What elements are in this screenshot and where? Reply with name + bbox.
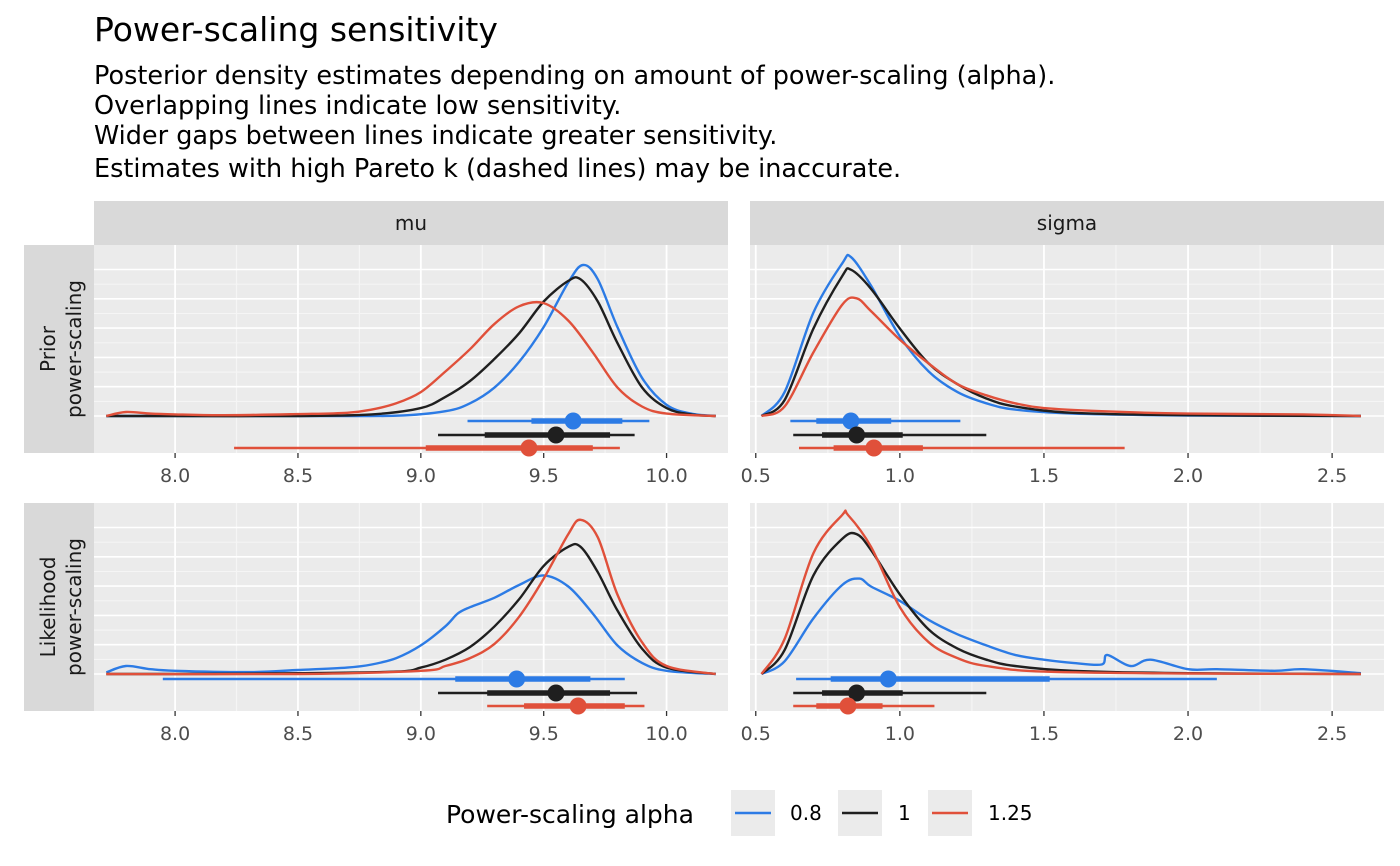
row-strip-label-line: Prior [36, 325, 60, 372]
interval-point-alpha-0.8 [842, 412, 860, 430]
density-line-alpha-1.25 [106, 518, 716, 676]
row-strip-0 [24, 245, 94, 453]
interval-point-alpha-1.25 [520, 439, 538, 457]
x-tick-label: 8.5 [283, 465, 313, 487]
row-strip-label-line: power-scaling [62, 280, 86, 418]
legend-title: Power-scaling alpha [446, 800, 694, 829]
x-tick-label: 1.5 [1029, 465, 1059, 487]
panel-mu-0: 8.0 8.5 9.0 9.5 10.0 [94, 245, 728, 487]
legend: Power-scaling alpha 0.8 1 1.25 [446, 790, 1033, 836]
x-tick-label: 9.0 [406, 465, 436, 487]
strip-label-mu: mu [395, 211, 427, 235]
x-tick-label: 1.0 [885, 723, 915, 745]
x-tick-label: 8.5 [283, 723, 313, 745]
x-tick-label: 2.0 [1173, 465, 1203, 487]
x-tick-label: 9.5 [529, 723, 559, 745]
x-tick-label: 2.0 [1173, 723, 1203, 745]
x-tick-label: 1.0 [885, 465, 915, 487]
chart-subtitle-line-1: Posterior density estimates depending on… [94, 61, 1055, 91]
panel-sigma-1: 0.5 1.0 1.5 2.0 2.5 [741, 503, 1384, 745]
chart-subtitle-line-3: Wider gaps between lines indicate greate… [94, 121, 777, 151]
chart-title: Power-scaling sensitivity [94, 10, 498, 49]
row-strip-label-1: Likelihood power-scaling [36, 538, 86, 676]
x-tick-label: 2.5 [1317, 723, 1347, 745]
interval-point-alpha-0.8 [879, 670, 897, 688]
interval-point-alpha-0.8 [508, 670, 526, 688]
panel-sigma-0: 0.5 1.0 1.5 2.0 2.5 [741, 245, 1384, 487]
legend-label: 1.25 [988, 801, 1033, 825]
interval-point-alpha-0.8 [564, 412, 582, 430]
interval-point-alpha-1 [848, 426, 866, 444]
density-line-alpha-1 [106, 276, 716, 418]
density-line-alpha-1.25 [106, 300, 716, 418]
x-tick-label: 9.0 [406, 723, 436, 745]
row-strip-label-line: power-scaling [62, 538, 86, 676]
interval-point-alpha-1 [547, 426, 565, 444]
x-tick-label: 0.5 [741, 465, 771, 487]
chart-subtitle-line-4: Estimates with high Pareto k (dashed lin… [94, 154, 901, 184]
density-line-alpha-1.25 [761, 296, 1361, 418]
x-tick-label: 8.0 [160, 723, 190, 745]
strip-label-sigma: sigma [1037, 211, 1097, 235]
strip-sigma [750, 201, 1384, 245]
panel-mu-1: 8.0 8.5 9.0 9.5 10.0 [94, 503, 728, 745]
x-tick-label: 10.0 [645, 723, 687, 745]
interval-point-alpha-1 [547, 684, 565, 702]
x-tick-label: 2.5 [1317, 465, 1347, 487]
row-strip-label-0: Prior power-scaling [36, 280, 86, 418]
strip-mu [94, 201, 728, 245]
density-line-alpha-0.8 [760, 577, 1361, 676]
x-tick-label: 8.0 [160, 465, 190, 487]
x-tick-label: 0.5 [741, 723, 771, 745]
density-line-alpha-1.25 [760, 509, 1361, 676]
row-strip-1 [24, 503, 94, 711]
legend-entry-1: 1 [838, 790, 911, 836]
row-strip-label-line: Likelihood [36, 557, 60, 658]
interval-point-alpha-1 [848, 684, 866, 702]
legend-label: 0.8 [790, 801, 822, 825]
x-tick-label: 10.0 [645, 465, 687, 487]
x-tick-label: 9.5 [529, 465, 559, 487]
interval-point-alpha-1.25 [865, 439, 883, 457]
interval-point-alpha-1.25 [569, 697, 587, 715]
x-tick-label: 1.5 [1029, 723, 1059, 745]
legend-label: 1 [898, 801, 911, 825]
density-line-alpha-0.8 [105, 574, 716, 676]
interval-point-alpha-1.25 [839, 697, 857, 715]
legend-entry-1.25: 1.25 [928, 790, 1033, 836]
chart-subtitle-line-2: Overlapping lines indicate low sensitivi… [94, 91, 621, 121]
legend-entry-0.8: 0.8 [731, 790, 822, 836]
